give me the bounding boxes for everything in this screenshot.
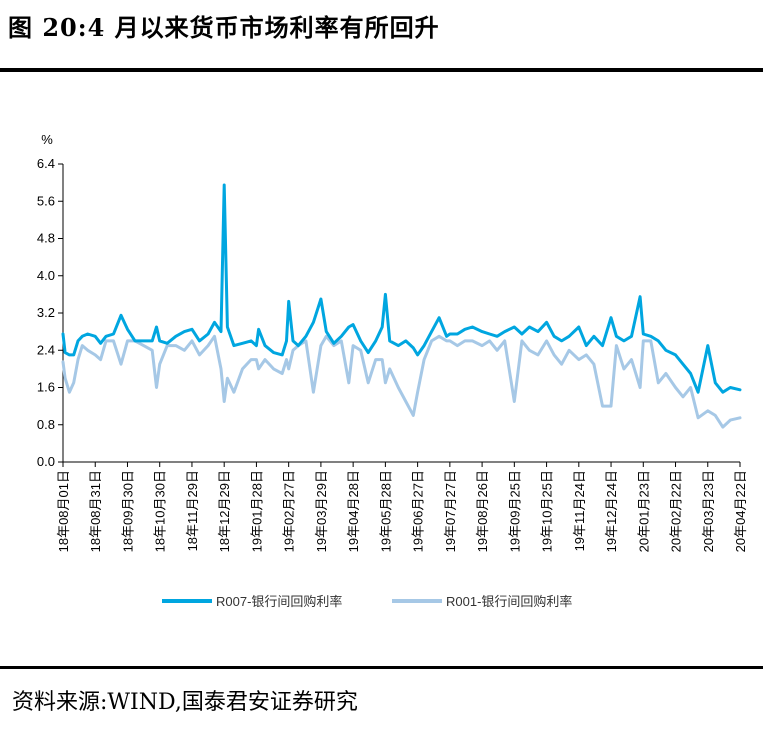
series-lines [61, 183, 742, 429]
x-tick-label: 20年03月23日 [701, 470, 716, 552]
source-rule [0, 666, 763, 669]
line-chart: 0.00.81.62.43.24.04.85.66.4% 18年08月01日 18… [37, 132, 748, 609]
y-axis: 0.0 0.8 1.6 2.4 3.2 4.0 4.8 5.6 6.4% [37, 132, 64, 469]
x-tick-label: 19年03月29日 [314, 470, 329, 552]
series-line [61, 334, 742, 429]
figure-title: 图 20:4 月以来货币市场利率有所回升 [8, 13, 440, 42]
y-axis-unit: % [41, 132, 53, 147]
y-tick-label: 6.4 [37, 156, 55, 171]
legend: R007-银行间回购利率 R001-银行间回购利率 [162, 594, 572, 609]
y-tick-label: 5.6 [37, 193, 55, 208]
x-tick-label: 20年01月23日 [636, 470, 651, 552]
x-tick-label: 20年04月22日 [733, 470, 748, 552]
y-tick-label: 4.8 [37, 231, 55, 246]
x-axis: 18年08月01日 18年08月31日 18年09月30日 18年10月30日 18年1… [56, 461, 748, 552]
x-tick-label: 19年05月28日 [378, 470, 393, 552]
x-tick-label: 18年08月31日 [88, 470, 103, 552]
x-tick-label: 20年02月22日 [669, 470, 684, 552]
x-tick-label: 19年08月26日 [475, 470, 490, 552]
x-tick-label: 18年12月29日 [217, 470, 232, 552]
x-tick-label: 19年06月27日 [411, 470, 426, 552]
y-tick-label: 1.6 [37, 380, 55, 395]
x-tick-label: 18年11月29日 [185, 470, 200, 551]
x-tick-label: 19年07月27日 [443, 470, 458, 552]
x-tick-label: 19年09月25日 [507, 470, 522, 552]
x-tick-label: 18年09月30日 [120, 470, 135, 552]
y-tick-label: 0.8 [37, 417, 55, 432]
y-tick-label: 2.4 [37, 342, 55, 357]
series-line [61, 183, 742, 394]
x-tick-label: 19年10月25日 [540, 470, 555, 552]
y-tick-label: 3.2 [37, 305, 55, 320]
x-tick-label: 18年08月01日 [56, 470, 71, 552]
x-tick-label: 18年10月30日 [153, 470, 168, 552]
x-tick-label: 19年11月24日 [572, 470, 587, 551]
y-tick-label: 0.0 [37, 454, 55, 469]
x-tick-label: 19年02月27日 [282, 470, 297, 552]
x-tick-label: 19年04月28日 [346, 470, 361, 552]
legend-label: R007-银行间回购利率 [216, 594, 342, 609]
legend-label: R001-银行间回购利率 [446, 594, 572, 609]
x-tick-label: 19年12月24日 [604, 470, 619, 552]
y-tick-label: 4.0 [37, 268, 55, 283]
title-rule [0, 68, 763, 72]
x-tick-label: 19年01月28日 [249, 470, 264, 552]
source-note: 资料来源:WIND,国泰君安证券研究 [12, 690, 358, 715]
